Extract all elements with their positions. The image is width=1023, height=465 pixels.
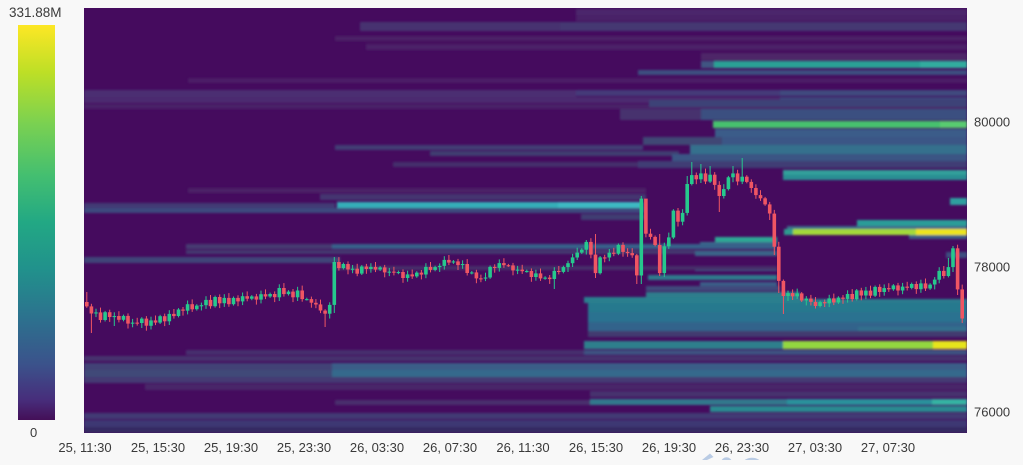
svg-text:26, 03:30: 26, 03:30 xyxy=(350,440,404,455)
svg-text:25, 19:30: 25, 19:30 xyxy=(204,440,258,455)
svg-text:25, 23:30: 25, 23:30 xyxy=(277,440,331,455)
svg-text:26, 11:30: 26, 11:30 xyxy=(496,440,549,455)
svg-text:26, 23:30: 26, 23:30 xyxy=(715,440,769,455)
svg-text:26, 15:30: 26, 15:30 xyxy=(569,440,623,455)
svg-text:78000: 78000 xyxy=(974,260,1010,275)
svg-text:26, 19:30: 26, 19:30 xyxy=(642,440,696,455)
svg-text:27, 03:30: 27, 03:30 xyxy=(788,440,842,455)
svg-text:76000: 76000 xyxy=(974,405,1010,420)
svg-text:331.88M: 331.88M xyxy=(9,5,62,20)
svg-text:25, 15:30: 25, 15:30 xyxy=(131,440,185,455)
svg-text:27, 07:30: 27, 07:30 xyxy=(861,440,915,455)
svg-text:26, 07:30: 26, 07:30 xyxy=(423,440,477,455)
svg-text:0: 0 xyxy=(30,425,37,440)
svg-text:25, 11:30: 25, 11:30 xyxy=(58,440,111,455)
svg-text:80000: 80000 xyxy=(974,115,1010,130)
